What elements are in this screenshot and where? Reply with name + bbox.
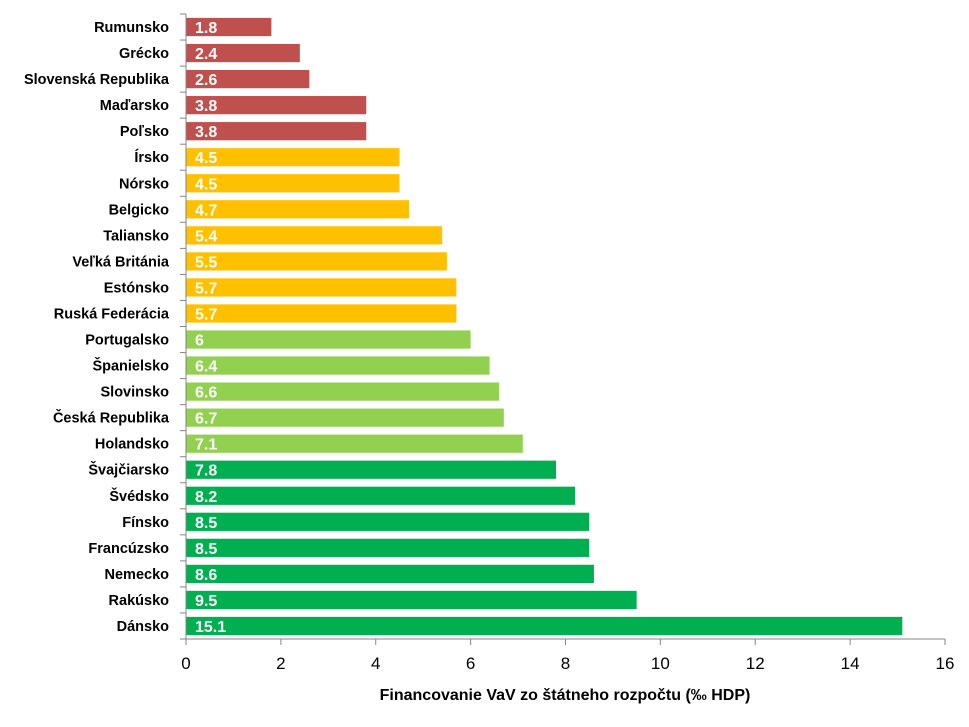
bar [186,330,471,349]
category-label: Dánsko [117,619,170,635]
bar [186,434,523,453]
category-label: Grécko [119,46,169,62]
bar [186,148,400,167]
category-label: Nórsko [119,176,169,192]
bar [186,304,457,323]
bar-value-label: 5.7 [195,306,217,323]
x-tick-label: 12 [746,654,765,673]
bar [186,43,300,63]
axes-layer [180,13,946,645]
category-label: Belgicko [109,202,170,218]
category-label: Španielsko [92,357,169,375]
bar-value-label: 4.5 [195,150,217,167]
bar [186,616,903,636]
category-label: Taliansko [103,228,169,244]
bar-value-label: 6 [195,333,204,350]
category-label: Francúzsko [88,541,169,557]
x-tick-label: 2 [276,654,285,673]
bar-value-label: 3.8 [195,124,217,141]
bar-value-label: 4.5 [195,176,217,193]
x-axis-title: Financovanie VaV zo štátneho rozpočtu (‰… [380,687,751,704]
category-label: Česká Republika [53,409,170,427]
category-label: Švajčiarsko [88,461,169,479]
bar-value-label: 2.4 [195,46,217,63]
bar [186,69,310,89]
x-tick-label: 16 [936,654,955,673]
category-label: Švédsko [109,487,169,505]
category-label: Ruská Federácia [54,306,170,322]
category-label: Slovinsko [101,385,170,401]
category-label: Poľsko [120,124,169,140]
x-tick-label: 8 [561,654,570,673]
bars-layer: 1.8 2.4 2.6 3.8 3.8 4.5 4.5 4.7 5.4 5.5 5.7 5.7 6 6.4… [186,17,903,636]
bar-value-label: 5.4 [195,228,217,245]
bar [186,356,490,375]
category-label: Portugalsko [85,333,169,349]
bar [186,122,367,141]
bar-value-label: 8.5 [195,541,217,558]
bar [186,278,457,297]
bar-value-label: 8.2 [195,489,217,506]
bar-value-label: 5.5 [195,254,217,271]
bar [186,564,594,584]
bar-value-label: 1.8 [195,20,217,37]
bar [186,590,637,610]
category-label: Nemecko [105,567,170,583]
category-labels: Rumunsko Grécko Slovenská Republika Maďarsk… [24,20,170,635]
category-label: Maďarsko [100,98,169,114]
category-label: Slovenská Republika [24,72,170,88]
bar [186,200,409,219]
bar-value-label: 5.7 [195,280,217,297]
category-label: Holandsko [95,437,169,453]
x-tick-label: 10 [651,654,670,673]
bar-value-label: 8.5 [195,515,217,532]
bar-value-label: 8.6 [195,567,217,584]
category-label: Fínsko [122,515,169,531]
bar-value-label: 4.7 [195,202,217,219]
x-tick-labels: 0 2 4 6 8 10 12 14 16 [181,654,954,673]
bar-value-label: 15.1 [195,619,226,636]
category-label: Veľká Británia [72,254,170,270]
bar [186,252,447,271]
x-tick-label: 0 [181,654,190,673]
x-tick-label: 14 [841,654,860,673]
bar-value-label: 2.6 [195,72,217,89]
bar [186,174,400,193]
bar [186,538,590,557]
x-tick-label: 4 [371,654,380,673]
x-tick-label: 6 [466,654,475,673]
bar-value-label: 3.8 [195,98,217,115]
bar-value-label: 6.4 [195,359,217,376]
bar [186,382,500,401]
bar [186,460,557,479]
bar-value-label: 6.7 [195,411,217,428]
category-label: Estónsko [104,280,169,296]
bar-value-label: 6.6 [195,385,217,402]
bar [186,96,367,115]
bar-value-label: 7.8 [195,463,217,480]
category-label: Rakúsko [109,593,170,609]
bar [186,486,575,505]
bar [186,512,590,531]
bar [186,226,443,245]
bar [186,408,504,427]
category-label: Írsko [134,149,169,166]
bar-value-label: 7.1 [195,437,217,454]
bar-value-label: 9.5 [195,593,217,610]
bar [186,17,272,37]
category-label: Rumunsko [94,20,169,36]
